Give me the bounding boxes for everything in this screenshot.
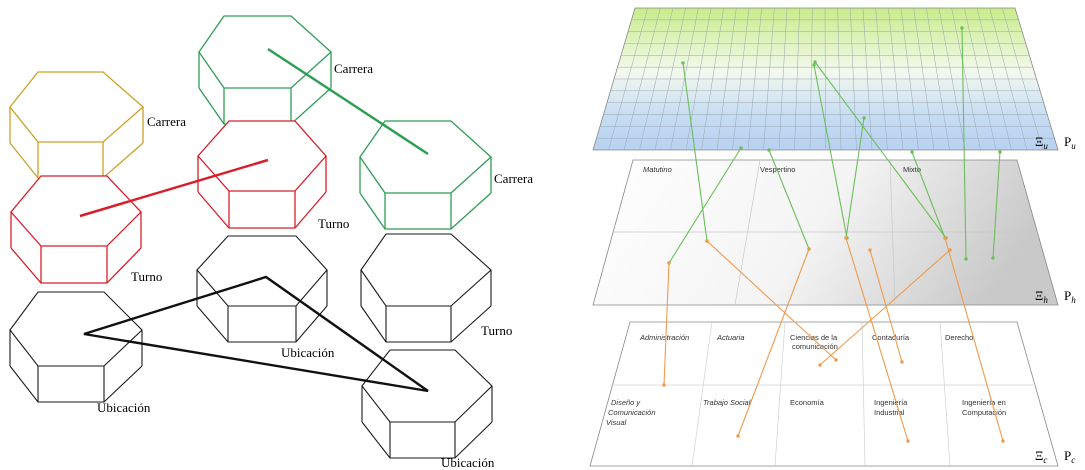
link-orange-node: [900, 360, 904, 364]
hexagon-turno-black: [360, 233, 492, 343]
hexagon-carrera-green-mid: [359, 120, 492, 230]
hexagon-ubicacion-bottom: [361, 349, 493, 459]
hexagon-ubicacion-left: [9, 291, 143, 403]
link-orange-node: [807, 247, 811, 251]
hexagon-turno-red-left: [10, 175, 142, 284]
link-green-6: [961, 27, 967, 260]
label-ubicacion-center: Ubicación: [281, 345, 335, 360]
plane-middle: Matutino Vespertino Mixto Ξh Ph: [592, 159, 1076, 306]
link-green-node: [813, 60, 817, 64]
grid-top: [596, 7, 1055, 151]
links-orange: [662, 236, 1005, 443]
layered-planes-diagram: Ξu Pu Matutino Vespertino Mixto Ξh Ph: [589, 7, 1076, 467]
label-turno-black: Turno: [481, 323, 512, 338]
link-green-5: [911, 151, 946, 239]
link-orange-node: [948, 248, 952, 252]
link-green-1: [668, 147, 742, 264]
link-green-node: [991, 256, 995, 260]
link-orange-node: [906, 439, 910, 443]
link-orange-4: [845, 237, 909, 442]
link-orange-node: [818, 363, 822, 367]
label-turno-red-left: Turno: [131, 269, 162, 284]
link-orange-6: [819, 249, 951, 366]
edge-carrera-green: [267, 47, 429, 156]
shift-matutino: Matutino: [643, 165, 672, 174]
career-contaduria: Contaduría: [872, 333, 910, 342]
link-green-node: [739, 146, 743, 150]
link-green-0: [682, 62, 708, 242]
link-green-2: [813, 64, 848, 239]
xi-bottom: Ξc: [1035, 448, 1047, 465]
link-green-node: [910, 150, 914, 154]
link-green-3: [768, 149, 810, 250]
hexagon-ubicacion-center: [196, 235, 328, 343]
career-ciencias-comunicacion: Ciencias de la comunicación: [790, 333, 838, 351]
link-green-node: [862, 116, 866, 120]
link-orange-1: [706, 240, 837, 361]
label-carrera-yellow: Carrera: [147, 114, 186, 129]
bottom-dividers: [610, 321, 1036, 467]
link-orange-node: [705, 239, 709, 243]
link-green-4: [845, 117, 865, 239]
plane-bottom: Administración Actuaria Ciencias de la co…: [589, 321, 1075, 467]
label-ubicacion-bottom: Ubicación: [441, 455, 495, 470]
p-bottom: Pc: [1064, 448, 1075, 465]
link-green-8: [814, 61, 947, 239]
label-carrera-green-mid: Carrera: [494, 171, 533, 186]
xi-top: Ξu: [1035, 134, 1048, 151]
p-top: Pu: [1064, 134, 1076, 151]
hexagon-turno-red-right: [197, 120, 327, 229]
label-turno-red-right: Turno: [318, 216, 349, 231]
link-green-node: [681, 61, 685, 65]
link-green-node: [998, 150, 1002, 154]
edge-turno-red: [79, 158, 269, 218]
link-orange-node: [844, 236, 848, 240]
career-economia: Economía: [790, 398, 825, 407]
link-orange-node: [667, 261, 671, 265]
career-ingenieria-industrial: Ingeniería Industrial: [874, 398, 908, 417]
mid-dividers: [613, 159, 1038, 306]
shift-vespertino: Vespertino: [760, 165, 795, 174]
career-diseno: Diseño y Comunicación Visual: [606, 398, 656, 427]
hexagon-carrera-yellow: [9, 71, 144, 179]
p-mid: Ph: [1064, 288, 1076, 305]
plane-top: Ξu Pu: [592, 7, 1076, 151]
link-green-node: [767, 148, 771, 152]
link-orange-node: [736, 434, 740, 438]
career-administracion: Administración: [639, 333, 689, 342]
career-trabajo-social: Trabajo Social: [703, 398, 751, 407]
link-green-node: [964, 257, 968, 261]
link-green-node: [960, 26, 964, 30]
link-orange-node: [1001, 439, 1005, 443]
link-orange-node: [834, 358, 838, 362]
hexagon-network-diagram: Carrera Carrera Carrera: [9, 15, 533, 470]
link-orange-5: [944, 237, 1004, 442]
hexagon-carrera-green-top: [198, 15, 332, 125]
triangle-ubicacion: [83, 275, 429, 393]
link-green-7: [992, 151, 1001, 259]
link-orange-0: [663, 262, 670, 386]
link-orange-node: [662, 383, 666, 387]
xi-mid: Ξh: [1035, 288, 1048, 305]
link-orange-node: [943, 236, 947, 240]
career-actuaria: Actuaria: [716, 333, 745, 342]
label-carrera-green-top: Carrera: [334, 61, 373, 76]
label-ubicacion-left: Ubicación: [97, 400, 151, 415]
link-orange-node: [868, 248, 872, 252]
link-orange-2: [737, 248, 810, 437]
shift-mixto: Mixto: [903, 165, 921, 174]
career-derecho: Derecho: [945, 333, 973, 342]
career-ingenieria-computacion: Ingeniería en Computación: [962, 398, 1006, 417]
link-green-node: [812, 63, 816, 67]
